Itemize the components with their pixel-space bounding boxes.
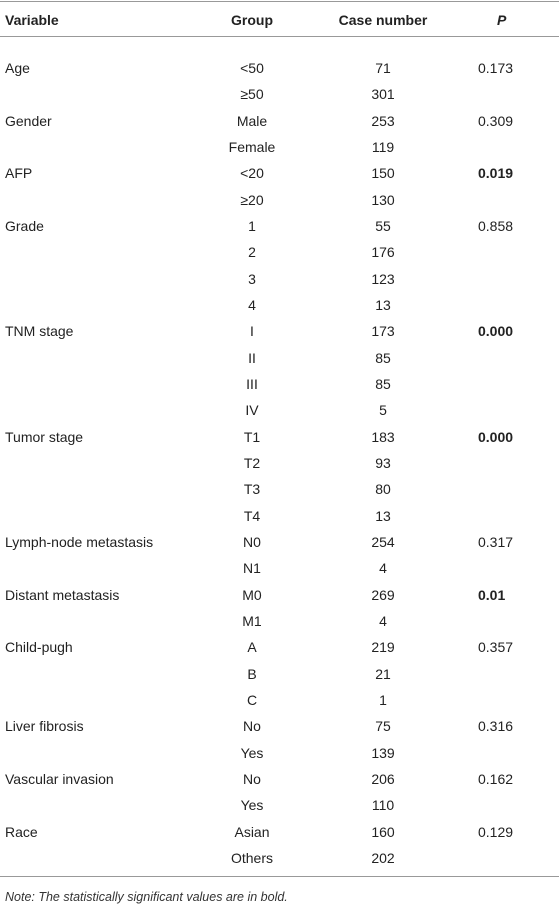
case-number-cell: 130 — [371, 191, 395, 208]
p-value-cell: 0.162 — [478, 770, 514, 787]
variable-cell: AFP — [5, 165, 33, 182]
case-number-cell: 254 — [371, 533, 395, 550]
p-value-cell: 0.019 — [478, 165, 514, 182]
p-value-cell: 0.129 — [478, 823, 514, 840]
p-value-cell: 0.317 — [478, 533, 514, 550]
group-cell: Male — [236, 112, 268, 129]
group-cell: <50 — [240, 60, 264, 76]
case-number-cell: 55 — [375, 217, 391, 234]
header-group: Group — [231, 12, 273, 28]
p-value-cell: 0.000 — [478, 428, 514, 445]
variable-cell: Grade — [5, 217, 44, 234]
header-rule — [0, 36, 559, 37]
variable-cell: Tumor stage — [5, 428, 84, 445]
group-cell: N1 — [243, 560, 261, 577]
group-cell: A — [247, 639, 257, 656]
case-number-cell: 5 — [379, 402, 387, 419]
group-cell: ≥50 — [240, 86, 264, 103]
case-number-cell: 183 — [371, 428, 395, 445]
group-cell: IV — [245, 402, 259, 419]
table-note: Note: The statistically significant valu… — [5, 890, 288, 904]
top-rule — [0, 1, 559, 2]
variable-cell: Race — [5, 823, 38, 840]
case-number-cell: 13 — [375, 296, 391, 313]
case-number-cell: 119 — [371, 138, 395, 155]
p-value-cell: 0.000 — [478, 323, 514, 340]
case-number-cell: 85 — [375, 375, 391, 392]
case-number-cell: 71 — [375, 60, 391, 76]
header-p: P — [497, 12, 507, 28]
case-number-cell: 110 — [371, 797, 395, 814]
case-number-cell: 150 — [371, 165, 395, 182]
case-number-cell: 4 — [379, 612, 387, 629]
case-number-cell: 219 — [371, 639, 395, 656]
case-number-cell: 123 — [371, 270, 395, 287]
header-variable: Variable — [5, 12, 59, 28]
case-number-cell: 75 — [375, 718, 391, 735]
group-cell: Female — [228, 138, 276, 155]
group-cell: T3 — [243, 481, 261, 498]
variable-cell: Liver fibrosis — [5, 718, 84, 735]
case-number-cell: 93 — [375, 454, 391, 471]
p-value-cell: 0.01 — [478, 586, 506, 603]
group-cell: Yes — [240, 797, 264, 814]
case-number-cell: 160 — [371, 823, 395, 840]
group-cell: Yes — [240, 744, 264, 761]
p-value-cell: 0.357 — [478, 639, 514, 656]
variable-cell: Distant metastasis — [5, 586, 120, 603]
case-number-cell: 301 — [371, 86, 395, 103]
group-cell: III — [246, 375, 258, 392]
case-number-cell: 202 — [371, 849, 395, 866]
group-cell: No — [243, 770, 261, 787]
case-number-cell: 13 — [375, 507, 391, 524]
variable-cell: Lymph-node metastasis — [5, 533, 154, 550]
group-cell: 4 — [248, 296, 256, 313]
group-cell: 2 — [248, 244, 256, 261]
group-cell: M1 — [242, 612, 262, 629]
case-number-cell: 206 — [371, 770, 395, 787]
group-cell: 1 — [248, 217, 256, 234]
group-cell: N0 — [243, 533, 261, 550]
group-cell: Others — [230, 849, 274, 866]
group-cell: B — [247, 665, 257, 682]
variable-cell: Child-pugh — [5, 639, 73, 656]
group-cell: I — [250, 323, 254, 340]
case-number-cell: 85 — [375, 349, 391, 366]
p-value-cell: 0.316 — [478, 718, 514, 735]
case-number-cell: 269 — [371, 586, 395, 603]
group-cell: T1 — [243, 428, 261, 445]
p-value-cell: 0.173 — [478, 60, 514, 76]
case-number-cell: 4 — [379, 560, 387, 577]
header-case-number: Case number — [338, 12, 428, 28]
group-cell: 3 — [248, 270, 256, 287]
group-cell: <20 — [240, 165, 264, 182]
case-number-cell: 173 — [371, 323, 395, 340]
group-cell: No — [243, 718, 261, 735]
group-cell: T4 — [243, 507, 261, 524]
group-cell: Asian — [234, 823, 270, 840]
p-value-cell: 0.858 — [478, 217, 514, 234]
variable-cell: Gender — [5, 112, 52, 129]
variable-cell: Age — [5, 60, 30, 76]
bottom-rule — [0, 876, 559, 877]
group-cell: ≥20 — [240, 191, 264, 208]
variable-cell: Vascular invasion — [5, 770, 114, 787]
case-number-cell: 139 — [371, 744, 395, 761]
group-cell: II — [248, 349, 256, 366]
case-number-cell: 1 — [379, 691, 387, 708]
group-cell: T2 — [243, 454, 261, 471]
case-number-cell: 253 — [371, 112, 395, 129]
case-number-cell: 176 — [371, 244, 395, 261]
case-number-cell: 80 — [375, 481, 391, 498]
case-number-cell: 21 — [375, 665, 391, 682]
group-cell: C — [246, 691, 258, 708]
variable-cell: TNM stage — [5, 323, 74, 340]
p-value-cell: 0.309 — [478, 112, 514, 129]
group-cell: M0 — [242, 586, 262, 603]
